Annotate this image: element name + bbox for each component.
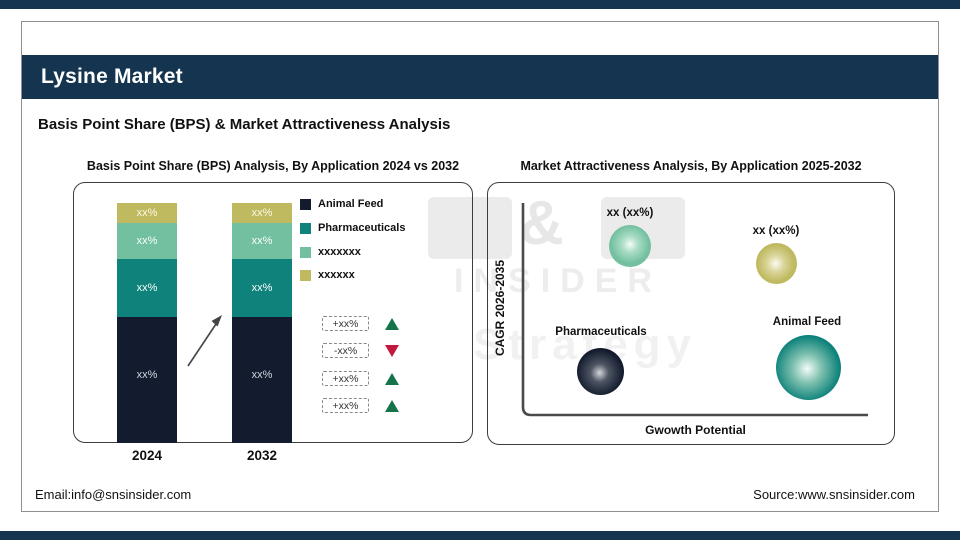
y-axis-label-text: CAGR 2026-2035 <box>493 259 507 357</box>
bps-chart-title: Basis Point Share (BPS) Analysis, By App… <box>86 159 460 173</box>
page-title: Lysine Market <box>41 65 183 88</box>
delta-value: +xx% <box>322 371 369 386</box>
arrow-up-icon <box>385 399 399 412</box>
maa-chart-title: Market Attractiveness Analysis, By Appli… <box>520 159 862 173</box>
maa-chart-frame <box>487 182 895 445</box>
bubble-chart-axes <box>521 203 868 417</box>
legend-label: xxxxxx <box>318 269 355 281</box>
bar-segment-xxxxxxx: xx% <box>232 223 292 259</box>
bubble-label-xxxxxx: xx (xx%) <box>752 225 800 237</box>
stacked-bar-2024: xx% xx% xx% xx% <box>117 203 177 443</box>
segment-value: xx% <box>136 235 158 247</box>
bar-segment-animal-feed: xx% <box>117 317 177 443</box>
bottom-accent-bar <box>0 531 960 540</box>
bar-segment-xxxxxx: xx% <box>232 203 292 223</box>
title-banner: Lysine Market <box>22 55 938 99</box>
footer-email: Email:info@snsinsider.com <box>35 487 192 502</box>
watermark-logo-block-left <box>428 197 512 259</box>
bubble-animal-feed <box>776 335 841 400</box>
trend-arrow-icon <box>187 315 222 367</box>
segment-value: xx% <box>251 235 273 247</box>
bubble-label-xxxxxxx: xx (xx%) <box>606 207 654 219</box>
x-axis-category-2032: 2032 <box>246 448 278 463</box>
delta-value: +xx% <box>322 398 369 413</box>
bar-segment-xxxxxxx: xx% <box>117 223 177 259</box>
bubble-pharmaceuticals <box>577 348 624 395</box>
footer-source: Source:www.snsinsider.com <box>753 487 915 502</box>
delta-callout-2: -xx% <box>322 343 399 358</box>
segment-value: xx% <box>136 282 158 294</box>
legend-swatch-xxxxxxx <box>300 246 311 258</box>
arrow-up-icon <box>385 317 399 330</box>
legend-label: Animal Feed <box>318 198 384 210</box>
legend-swatch-pharmaceuticals <box>300 222 311 234</box>
x-axis-label: Gwowth Potential <box>645 423 746 437</box>
legend-label: xxxxxxx <box>318 246 361 258</box>
segment-value: xx% <box>136 207 158 219</box>
legend-item-animal-feed: Animal Feed <box>300 198 383 210</box>
segment-value: xx% <box>251 207 273 219</box>
y-axis-label: CAGR 2026-2035 <box>487 203 513 413</box>
top-accent-bar <box>0 0 960 9</box>
bar-segment-animal-feed: xx% <box>232 317 292 443</box>
bar-segment-pharmaceuticals: xx% <box>232 259 292 317</box>
stacked-bar-2032: xx% xx% xx% xx% <box>232 203 292 443</box>
watermark-ampersand: & <box>519 189 564 258</box>
legend-item-xxxxxx: xxxxxx <box>300 269 355 281</box>
arrow-up-icon <box>385 372 399 385</box>
bar-segment-pharmaceuticals: xx% <box>117 259 177 317</box>
delta-value: +xx% <box>322 316 369 331</box>
segment-value: xx% <box>136 369 158 381</box>
legend-label: Pharmaceuticals <box>318 222 406 234</box>
delta-callout-1: +xx% <box>322 316 399 331</box>
page-subtitle: Basis Point Share (BPS) & Market Attract… <box>38 116 451 133</box>
arrow-down-icon <box>385 344 399 357</box>
delta-callout-4: +xx% <box>322 398 399 413</box>
delta-callout-3: +xx% <box>322 371 399 386</box>
legend-swatch-animal-feed <box>300 198 311 210</box>
delta-value: -xx% <box>322 343 369 358</box>
segment-value: xx% <box>251 369 273 381</box>
legend-item-xxxxxxx: xxxxxxx <box>300 246 361 258</box>
x-axis-category-2024: 2024 <box>131 448 163 463</box>
main-panel <box>21 21 939 512</box>
bubble-label-pharmaceuticals: Pharmaceuticals <box>555 326 647 338</box>
bubble-xxxxxxx <box>609 225 651 267</box>
bar-segment-xxxxxx: xx% <box>117 203 177 223</box>
segment-value: xx% <box>251 282 273 294</box>
bubble-label-animal-feed: Animal Feed <box>772 316 842 328</box>
legend-swatch-xxxxxx <box>300 269 311 281</box>
bubble-xxxxxx <box>756 243 797 284</box>
legend-item-pharmaceuticals: Pharmaceuticals <box>300 222 405 234</box>
